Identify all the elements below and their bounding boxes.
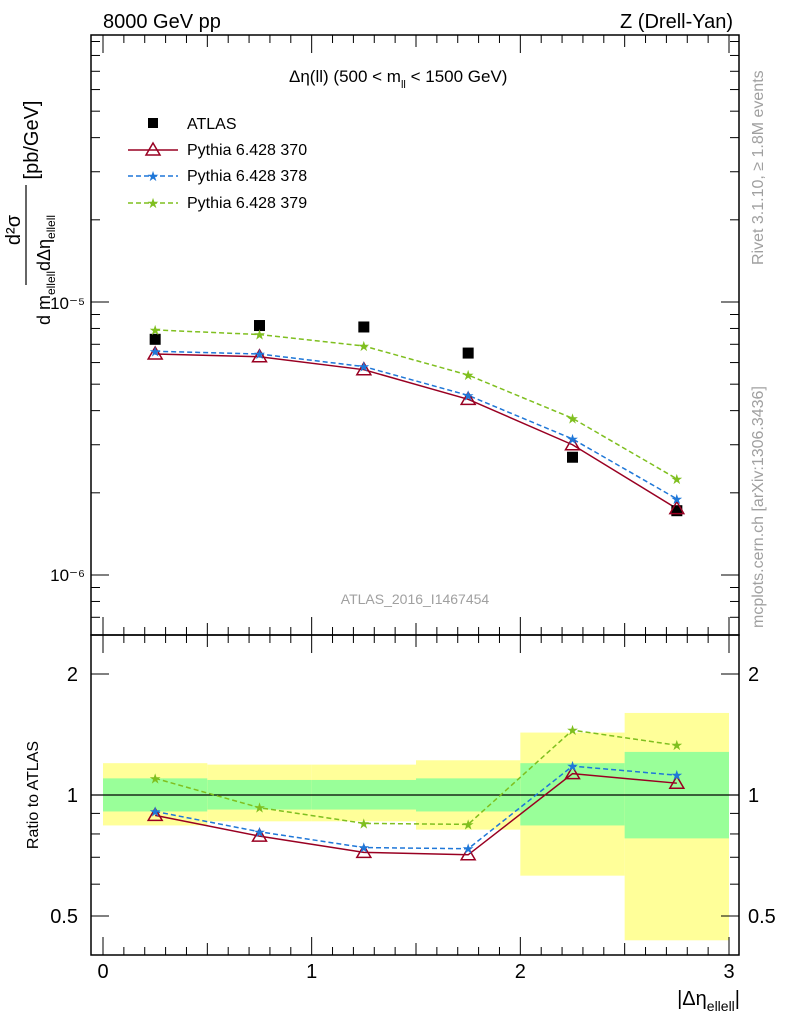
legend-label-p378: Pythia 6.428 378: [187, 168, 307, 185]
main-title-sub: ll: [401, 79, 406, 91]
ratio-series-lines: [154, 729, 677, 856]
main-line-p378: [155, 350, 678, 500]
p370-point: [146, 345, 164, 360]
ratio-series-markers: ★ ★ ★ ★ ★ ★ ★ ★ ★ ★ ★ ★: [146, 723, 686, 861]
header-right: Z (Drell-Yan): [620, 11, 733, 33]
p379-point: ★: [358, 339, 371, 355]
atlas-point: [671, 505, 683, 517]
legend: ATLAS Pythia 6.428 370 ★ Pythia 6.428 37…: [128, 116, 307, 212]
legend-item-p379: ★ Pythia 6.428 379: [128, 195, 307, 212]
p378-point: ★: [566, 432, 579, 448]
p370-point: [668, 500, 686, 515]
ratio-p379-point: ★: [358, 816, 371, 832]
p379-point: ★: [671, 472, 684, 488]
ratio-xtick-label: 0: [97, 961, 108, 983]
atlas-point: [462, 347, 474, 359]
p378-point: ★: [253, 347, 266, 363]
ratio-p370-point: [355, 843, 373, 859]
main-panel: ★ ★ ★ ★ ★ ★ ★ ★ ★ ★ ★ ★ 10⁻⁵ 10⁻⁶ Δη(ll) (500 < mll…: [3, 34, 740, 636]
ratio-p378-point: ★: [149, 804, 162, 820]
legend-label-p370: Pythia 6.428 370: [187, 142, 307, 159]
atlas-point: [358, 321, 370, 333]
ratio-p378-point: ★: [671, 768, 684, 784]
p370-point: [459, 390, 477, 406]
main-series-markers: ★ ★ ★ ★ ★ ★ ★ ★ ★ ★ ★ ★: [146, 320, 686, 517]
ratio-p370-point: [146, 806, 164, 822]
p370-point: [355, 361, 373, 376]
ratio-ytick-label-left: 0.5: [50, 906, 78, 928]
p378-point: ★: [149, 344, 162, 360]
rivet-label: Rivet 3.1.10, ≥ 1.8M events: [750, 70, 767, 265]
p370-point: [251, 348, 268, 363]
main-title: Δη(ll) (500 < mll < 1500 GeV): [289, 67, 507, 91]
svg-text:d²σ: d²σ: [3, 214, 25, 245]
ratio-ytick-label-right: 0.5: [748, 906, 776, 928]
analysis-watermark: ATLAS_2016_I1467454: [341, 591, 490, 607]
ratio-line-p379: [154, 729, 677, 826]
ratio-p378-point: ★: [253, 825, 266, 841]
ratio-p378-point: ★: [566, 759, 579, 775]
ratio-line-p378: [155, 765, 677, 850]
ratio-uncertainty-bands: [103, 712, 729, 941]
atlas-point: [254, 320, 265, 332]
ratio-p370-point: [251, 827, 268, 842]
legend-label-atlas: ATLAS: [187, 116, 237, 133]
svg-text:[pb/GeV]: [pb/GeV]: [21, 101, 43, 180]
ratio-p379-point: ★: [566, 723, 579, 739]
ratio-xtick-label: 3: [723, 961, 734, 983]
p378-point: ★: [462, 388, 475, 404]
ratio-ticks: [91, 635, 739, 955]
ratio-ytick-label-right: 1: [748, 785, 759, 807]
ratio-xtick-label: 2: [515, 961, 526, 983]
main-title-tail: < 1500 GeV): [406, 67, 508, 86]
ratio-p379-point: ★: [149, 771, 162, 787]
p378-point: ★: [358, 360, 371, 376]
atlas-point: [567, 451, 578, 463]
legend-marker-p379: ★: [147, 195, 160, 211]
p379-point: ★: [149, 323, 162, 339]
mcplots-label: mcplots.cern.ch [arXiv:1306.3436]: [750, 386, 767, 628]
main-title-main: Δη(ll) (500 < m: [289, 67, 401, 86]
ratio-p379-point: ★: [671, 738, 684, 754]
main-series-lines: [155, 329, 678, 510]
main-line-p379: [155, 329, 678, 480]
ratio-p370-point: [459, 846, 477, 861]
legend-marker-p378: ★: [147, 168, 160, 184]
legend-marker-p370: [144, 141, 162, 156]
ratio-ytick-label-left: 2: [67, 664, 78, 686]
p379-point: ★: [566, 411, 579, 427]
header-left: 8000 GeV pp: [103, 11, 221, 33]
ratio-line-p370: [155, 772, 677, 856]
p370-point: [564, 436, 581, 451]
p378-point: ★: [671, 492, 684, 508]
main-ylabel-unit: [pb/GeV]: [21, 101, 43, 180]
ratio-ylabel: Ratio to ATLAS: [25, 741, 42, 849]
ratio-ytick-label-left: 1: [67, 785, 78, 807]
ratio-p370-point: [564, 765, 581, 780]
legend-item-p378: ★ Pythia 6.428 378: [128, 168, 307, 185]
ratio-ytick-label-right: 2: [748, 664, 759, 686]
ytick-label-1e-6: 10⁻⁶: [50, 566, 85, 585]
ratio-p379-point: ★: [462, 817, 475, 833]
legend-marker-atlas: [148, 118, 158, 128]
atlas-point: [149, 333, 161, 345]
p379-point: ★: [462, 368, 475, 384]
ratio-p379-point: ★: [253, 801, 266, 817]
ytick-label-1e-5: 10⁻⁵: [50, 294, 85, 313]
main-ylabel-fraction: d²σ d mellelldΔηellell: [3, 185, 58, 325]
ratio-p378-point: ★: [358, 841, 371, 857]
ratio-p370-point: [668, 774, 686, 789]
main-line-p370: [155, 353, 678, 510]
ratio-tick-labels: 0.5 0.5 1 1 2 2 0 1 2 3: [50, 664, 776, 983]
ratio-panel: ★ ★ ★ ★ ★ ★ ★ ★ ★ ★ ★ ★ 0.5 0.5 1 1 2 2 0 1 2 3 Ratio to ATL…: [25, 634, 776, 1014]
ratio-p378-point: ★: [462, 842, 475, 858]
main-ticks: [91, 35, 739, 635]
p379-point: ★: [253, 328, 266, 344]
ratio-xtick-label: 1: [306, 961, 317, 983]
legend-label-p379: Pythia 6.428 379: [187, 195, 307, 212]
ratio-xlabel: |Δηellell|: [677, 988, 740, 1014]
legend-item-p370: Pythia 6.428 370: [128, 141, 307, 159]
legend-item-atlas: ATLAS: [148, 116, 237, 133]
